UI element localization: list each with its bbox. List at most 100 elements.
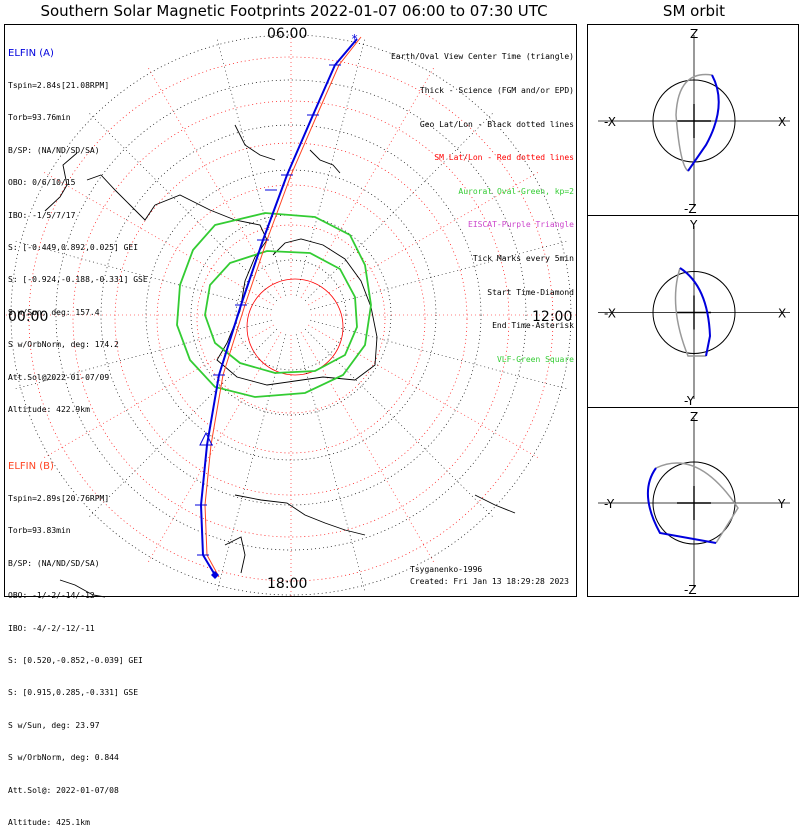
orbit-axis-label-top: Y: [689, 218, 698, 232]
sm-pole-circle: [246, 278, 344, 376]
orbit-axis-label-right: Y: [777, 497, 786, 511]
elfin-b-line: Altitude: 425.1km: [8, 817, 90, 827]
coastline: [234, 124, 276, 161]
orbit-axis-label-left: -X: [604, 307, 616, 321]
elfin-b-line: S: [0.520,-0.852,-0.039] GEI: [8, 655, 143, 665]
elfin-a-line: Altitude: 422.9km: [8, 404, 90, 414]
orbit-axis-label-bottom: -Z: [684, 202, 697, 216]
orbit-axis-label-bottom: -Z: [684, 583, 697, 597]
longitude-line: [295, 39, 366, 296]
elfin-b-line: B/SP: (NA/ND/SD/SA): [8, 558, 100, 568]
elfin-b-line: S: [0.915,0.285,-0.331] GSE: [8, 688, 139, 698]
longitude-line: [148, 332, 282, 562]
orbit-axis-label-right: X: [778, 115, 786, 129]
orbit-full-path: [674, 267, 706, 357]
legend-item: Geo Lat/Lon - Black dotted lines: [419, 119, 574, 129]
elfin-a-start-diamond: [211, 571, 219, 579]
orbit-full-path: [675, 73, 713, 172]
orbit-axis-label-bottom: -Y: [684, 394, 695, 408]
elfin-a-line: S: [-0.449,0.892,0.025] GEI: [8, 242, 139, 252]
elfin-a-line: S w/OrbNorm, deg: 174.2: [8, 340, 119, 350]
sm-lat-circle: [28, 56, 554, 582]
longitude-line: [304, 113, 493, 302]
longitude-line: [44, 324, 274, 458]
coastline: [154, 194, 378, 386]
sm-lat-circle: [156, 184, 426, 454]
model-credit: Tsyganenko-1996: [410, 565, 483, 574]
longitude-line: [89, 328, 278, 517]
legend-item: Tick Marks every 5min: [472, 254, 574, 264]
elfin-a-line: S w/Sun, deg: 157.4: [8, 307, 100, 317]
elfin-a-line: Torb=93.76min: [8, 113, 71, 123]
legend-item: Auroral Oval-Green, kp=2: [458, 186, 574, 196]
coastline: [86, 174, 156, 221]
orbit-title: SM orbit: [662, 2, 726, 20]
legend: Earth/Oval View Center Time (triangle) T…: [391, 29, 574, 376]
orbit-axis-label-right: X: [778, 307, 786, 321]
longitude-line: [310, 319, 567, 390]
orbit-panel-xy: Y -Y -X X: [587, 215, 799, 408]
elfin-a-line: S: [-0.924,-0.188,-0.331] GSE: [8, 275, 148, 285]
longitude-line: [44, 172, 274, 306]
elfin-b-line: IBO: -4/-2/-12/-11: [8, 623, 95, 633]
legend-item: Start Time-Diamond: [487, 287, 574, 297]
coastline: [59, 579, 106, 598]
elfin-b-line: Torb=93.83min: [8, 526, 71, 536]
longitude-line: [295, 334, 366, 591]
orbit-panel-xz: Z -Z -X X: [587, 24, 799, 216]
geo-lat-circle: [235, 259, 347, 371]
longitude-line: [308, 324, 538, 458]
coastline: [224, 536, 246, 574]
view-center-triangle: [199, 431, 213, 446]
footprint-panel: *: [4, 24, 577, 598]
orbit-segment-elfin-a: [679, 267, 712, 357]
orbit-axis-label-left: -Y: [604, 497, 615, 511]
elfin-a-line: OBO: 0/6/10/15: [8, 178, 76, 188]
elfin-a-line: Tspin=2.84s[21.08RPM]: [8, 80, 110, 90]
elfin-b-info: ELFIN (B) Tspin=2.89s[20.76RPM] Torb=93.…: [8, 440, 143, 839]
orbit-segment-elfin-a: [687, 74, 720, 172]
legend-item: End Time-Asterisk: [492, 321, 574, 331]
elfin-b-line: Tspin=2.89s[20.76RPM]: [8, 493, 110, 503]
geo-lat-circle: [100, 124, 482, 506]
footprint-map: *: [6, 30, 576, 598]
orbit-plot-xz: Z -Z -X X: [598, 27, 790, 216]
legend-item: Earth/Oval View Center Time (triangle): [390, 52, 574, 62]
elfin-a-line: B/SP: (NA/ND/SD/SA): [8, 145, 100, 155]
legend-item: SM Lat/Lon - Red dotted lines: [434, 153, 574, 163]
longitude-line: [89, 113, 278, 302]
coastline: [234, 494, 366, 536]
orbit-full-path: [655, 462, 739, 544]
elfin-a-line: Att.Sol@2022-01-07/09: [8, 372, 110, 382]
coastline: [309, 149, 341, 174]
mlt-label-right: 12:00: [532, 309, 573, 325]
orbit-panel-yz: Z -Z -Y Y: [587, 407, 799, 597]
longitude-line: [310, 240, 567, 311]
elfin-b-line: S w/OrbNorm, deg: 0.844: [8, 753, 119, 763]
earth-circle: [652, 271, 736, 354]
auroral-oval-inner: [204, 250, 358, 374]
orbit-axis-label-left: -X: [604, 115, 616, 129]
coastline: [44, 152, 78, 212]
elfin-a-line: IBO: -1/5/7/17: [8, 210, 76, 220]
sm-lat-circle: [196, 224, 386, 414]
longitude-line: [15, 240, 272, 311]
legend-item: VLF-Green Square: [496, 354, 574, 364]
longitude-line: [216, 334, 287, 591]
longitude-line: [15, 319, 272, 390]
elfin-b-line: Att.Sol@: 2022-01-07/08: [8, 785, 119, 795]
geo-lat-circle: [55, 79, 527, 551]
mlt-label-bottom: 18:00: [267, 576, 308, 592]
elfin-b-line: OBO: -1/-2/-14/-12: [8, 591, 95, 601]
plot-title: Southern Solar Magnetic Footprints 2022-…: [40, 2, 548, 20]
legend-item: EISCAT-Purple Triangle: [468, 220, 574, 230]
legend-item: Thick - Science (FGM and/or EPD): [419, 86, 574, 96]
orbit-axis-label-top: Z: [690, 410, 698, 424]
orbit-plot-xy: Y -Y -X X: [598, 218, 790, 408]
elfin-b-line: S w/Sun, deg: 23.97: [8, 720, 100, 730]
coastline: [474, 494, 516, 514]
elfin-a-info: ELFIN (A) Tspin=2.84s[21.08RPM] Torb=93.…: [8, 27, 148, 426]
orbit-plot-yz: Z -Z -Y Y: [598, 410, 790, 597]
created-timestamp: Created: Fri Jan 13 18:29:28 2023: [410, 577, 569, 586]
mlt-label-top: 06:00: [267, 26, 308, 42]
